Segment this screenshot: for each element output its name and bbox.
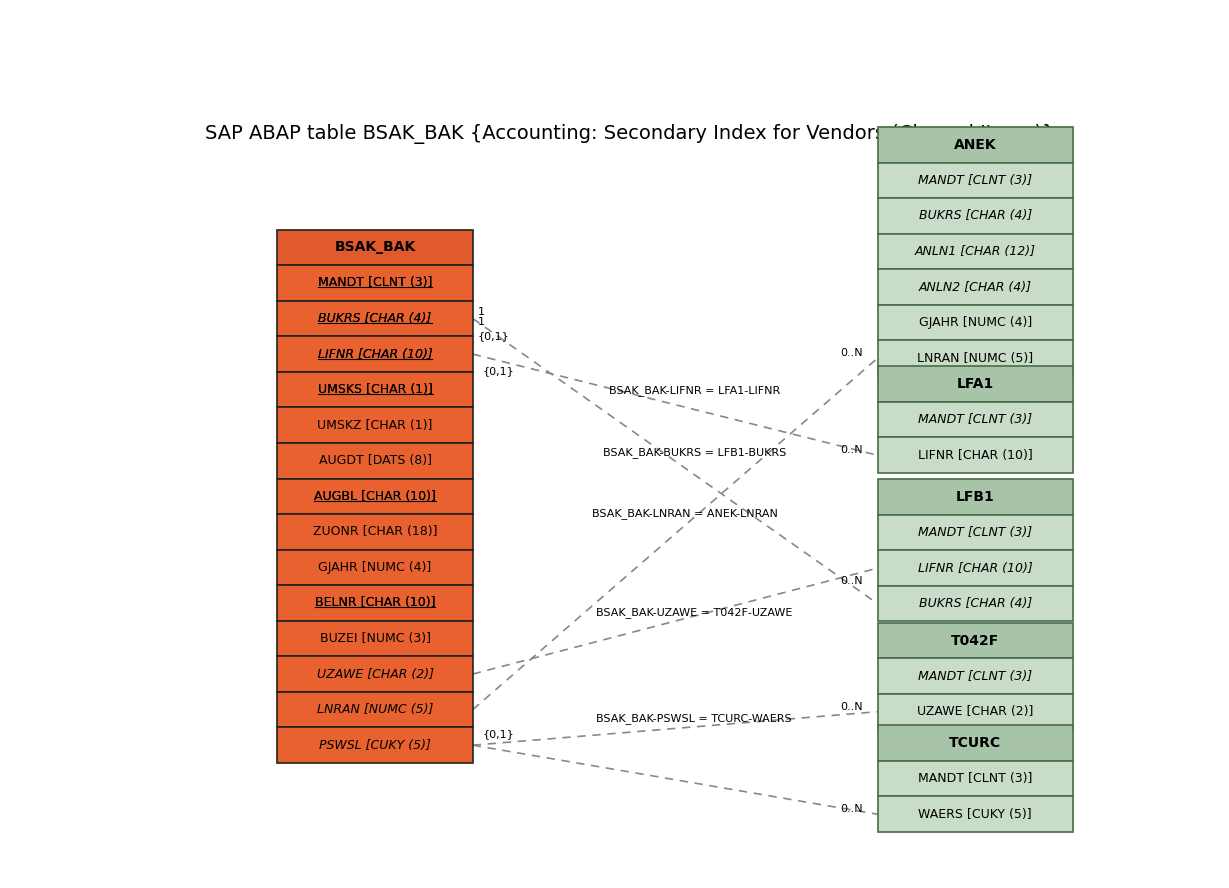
Bar (878, 340, 1073, 376)
Bar (878, 658, 1073, 694)
Bar (878, 438, 1073, 473)
Bar (278, 727, 473, 763)
Text: LNRAN [NUMC (5)]: LNRAN [NUMC (5)] (317, 703, 434, 716)
Text: MANDT [CLNT (3)]: MANDT [CLNT (3)] (918, 526, 1032, 539)
Bar (878, 198, 1073, 234)
Text: UMSKZ [CHAR (1)]: UMSKZ [CHAR (1)] (317, 419, 433, 432)
Bar (878, 515, 1073, 551)
Text: BSAK_BAK-BUKRS = LFB1-BUKRS: BSAK_BAK-BUKRS = LFB1-BUKRS (602, 448, 785, 458)
Text: BUKRS [CHAR (4)]: BUKRS [CHAR (4)] (318, 312, 431, 325)
Text: BUKRS [CHAR (4)]: BUKRS [CHAR (4)] (318, 312, 431, 325)
Text: UZAWE [CHAR (2)]: UZAWE [CHAR (2)] (317, 668, 434, 680)
Bar (878, 761, 1073, 797)
Bar (878, 367, 1073, 402)
Bar (878, 622, 1073, 658)
Bar (278, 301, 473, 337)
Text: TCURC: TCURC (949, 736, 1002, 750)
Text: MANDT [CLNT (3)]: MANDT [CLNT (3)] (918, 773, 1032, 785)
Text: BELNR [CHAR (10)]: BELNR [CHAR (10)] (315, 597, 435, 609)
Text: ANLN1 [CHAR (12)]: ANLN1 [CHAR (12)] (914, 245, 1036, 258)
Text: 0..N: 0..N (841, 804, 863, 813)
Text: 0..N: 0..N (841, 702, 863, 712)
Text: BSAK_BAK-UZAWE = T042F-UZAWE: BSAK_BAK-UZAWE = T042F-UZAWE (596, 607, 793, 618)
Text: BSAK_BAK: BSAK_BAK (334, 241, 415, 255)
Text: MANDT [CLNT (3)]: MANDT [CLNT (3)] (918, 413, 1032, 426)
Bar (878, 551, 1073, 586)
Bar (278, 443, 473, 479)
Text: 0..N: 0..N (841, 348, 863, 358)
Text: LIFNR [CHAR (10)]: LIFNR [CHAR (10)] (318, 347, 433, 361)
Bar (278, 479, 473, 514)
Bar (278, 408, 473, 443)
Text: PSWSL [CUKY (5)]: PSWSL [CUKY (5)] (320, 739, 431, 751)
Bar (878, 305, 1073, 340)
Text: 1: 1 (477, 306, 484, 317)
Text: LIFNR [CHAR (10)]: LIFNR [CHAR (10)] (318, 347, 433, 361)
Text: AUGDT [DATS (8)]: AUGDT [DATS (8)] (318, 455, 431, 467)
Text: BUKRS [CHAR (4)]: BUKRS [CHAR (4)] (918, 597, 1032, 610)
Text: MANDT [CLNT (3)]: MANDT [CLNT (3)] (318, 276, 433, 289)
Text: UMSKS [CHAR (1)]: UMSKS [CHAR (1)] (317, 383, 433, 396)
Text: BUKRS [CHAR (4)]: BUKRS [CHAR (4)] (918, 210, 1032, 223)
Text: LFA1: LFA1 (956, 377, 994, 392)
Text: BUZEI [NUMC (3)]: BUZEI [NUMC (3)] (320, 632, 430, 645)
Bar (278, 585, 473, 621)
Text: MANDT [CLNT (3)]: MANDT [CLNT (3)] (318, 276, 433, 289)
Bar (878, 163, 1073, 198)
Text: BELNR [CHAR (10)]: BELNR [CHAR (10)] (315, 597, 435, 609)
Bar (278, 230, 473, 266)
Text: AUGBL [CHAR (10)]: AUGBL [CHAR (10)] (315, 490, 436, 503)
Bar (278, 550, 473, 585)
Bar (878, 480, 1073, 515)
Bar (278, 656, 473, 692)
Text: T042F: T042F (951, 633, 999, 647)
Bar (878, 586, 1073, 622)
Bar (278, 514, 473, 550)
Text: LIFNR [CHAR (10)]: LIFNR [CHAR (10)] (918, 448, 1032, 462)
Bar (878, 797, 1073, 832)
Text: GJAHR [NUMC (4)]: GJAHR [NUMC (4)] (318, 561, 431, 574)
Text: {0,1}: {0,1} (477, 330, 509, 341)
Text: LNRAN [NUMC (5)]: LNRAN [NUMC (5)] (917, 352, 1034, 365)
Text: ANLN2 [CHAR (4)]: ANLN2 [CHAR (4)] (918, 281, 1031, 294)
Text: MANDT [CLNT (3)]: MANDT [CLNT (3)] (918, 670, 1032, 683)
Text: 1: 1 (477, 317, 484, 327)
Text: ANEK: ANEK (954, 138, 997, 152)
Text: SAP ABAP table BSAK_BAK {Accounting: Secondary Index for Vendors (Cleared Items): SAP ABAP table BSAK_BAK {Accounting: Sec… (205, 123, 1054, 144)
Bar (878, 234, 1073, 269)
Text: BSAK_BAK-LIFNR = LFA1-LIFNR: BSAK_BAK-LIFNR = LFA1-LIFNR (608, 385, 779, 396)
Bar (278, 266, 473, 301)
Bar (278, 692, 473, 727)
Text: 0..N: 0..N (841, 446, 863, 456)
Bar (278, 621, 473, 656)
Text: {0,1}: {0,1} (482, 729, 514, 739)
Bar (278, 372, 473, 408)
Text: ZUONR [CHAR (18)]: ZUONR [CHAR (18)] (313, 526, 438, 538)
Bar (878, 694, 1073, 729)
Text: BSAK_BAK-PSWSL = TCURC-WAERS: BSAK_BAK-PSWSL = TCURC-WAERS (596, 713, 791, 724)
Bar (878, 269, 1073, 305)
Text: {0,1}: {0,1} (482, 366, 514, 377)
Text: MANDT [CLNT (3)]: MANDT [CLNT (3)] (918, 174, 1032, 186)
Text: UZAWE [CHAR (2)]: UZAWE [CHAR (2)] (917, 705, 1034, 718)
Text: GJAHR [NUMC (4)]: GJAHR [NUMC (4)] (918, 316, 1032, 329)
Bar (278, 337, 473, 372)
Bar (878, 725, 1073, 761)
Text: AUGBL [CHAR (10)]: AUGBL [CHAR (10)] (315, 490, 436, 503)
Text: 0..N: 0..N (841, 576, 863, 586)
Bar (878, 127, 1073, 163)
Text: LFB1: LFB1 (956, 490, 994, 504)
Bar (878, 402, 1073, 438)
Text: UMSKS [CHAR (1)]: UMSKS [CHAR (1)] (317, 383, 433, 396)
Text: BSAK_BAK-LNRAN = ANEK-LNRAN: BSAK_BAK-LNRAN = ANEK-LNRAN (591, 508, 778, 519)
Text: WAERS [CUKY (5)]: WAERS [CUKY (5)] (918, 808, 1032, 821)
Text: LIFNR [CHAR (10)]: LIFNR [CHAR (10)] (918, 561, 1032, 575)
